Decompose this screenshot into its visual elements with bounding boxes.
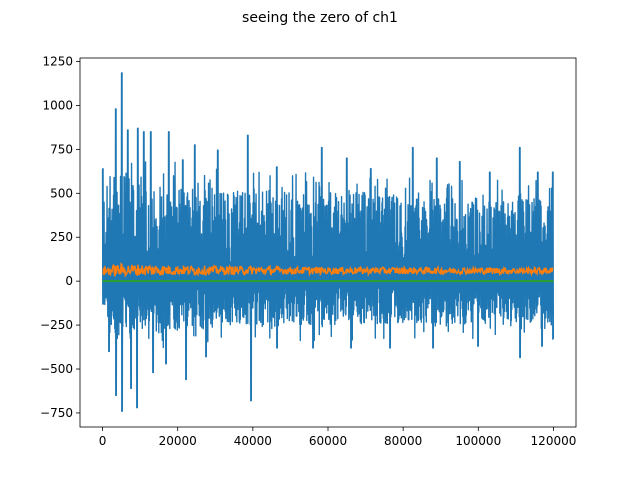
- x-tick-label: 100000: [455, 434, 501, 448]
- series-ch1-smoothed: [102, 262, 554, 278]
- x-axis: 0 20000 40000 60000 80000 100000 120000: [99, 427, 577, 448]
- y-tick-label: −750: [40, 406, 73, 420]
- y-axis: −750 −500 −250 0 250 500 750 1000 1250: [40, 55, 80, 420]
- y-tick-label: −250: [40, 318, 73, 332]
- chart-title: seeing the zero of ch1: [242, 10, 398, 26]
- y-tick-label: 250: [50, 230, 73, 244]
- y-tick-label: 0: [65, 274, 73, 288]
- x-tick-label: 40000: [234, 434, 272, 448]
- y-tick-label: 1000: [42, 98, 73, 112]
- x-tick-label: 120000: [531, 434, 577, 448]
- y-tick-label: 1250: [42, 55, 73, 69]
- y-tick-label: −500: [40, 362, 73, 376]
- series-ch1-smoothed-line: [102, 262, 554, 278]
- x-tick-label: 0: [99, 434, 107, 448]
- y-tick-label: 750: [50, 142, 73, 156]
- x-tick-label: 60000: [309, 434, 347, 448]
- x-tick-label: 80000: [384, 434, 422, 448]
- y-tick-label: 500: [50, 186, 73, 200]
- x-tick-label: 20000: [159, 434, 197, 448]
